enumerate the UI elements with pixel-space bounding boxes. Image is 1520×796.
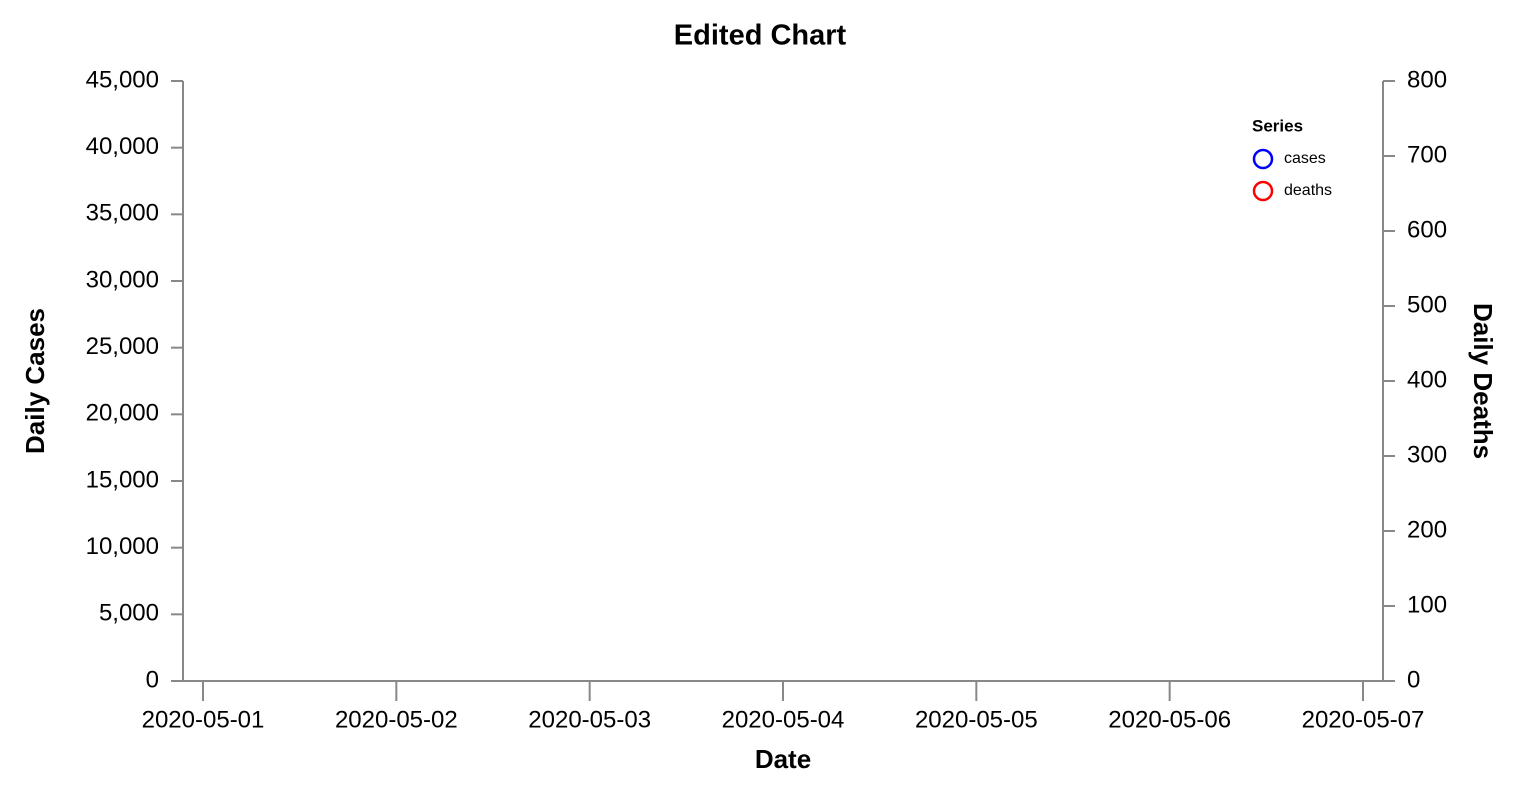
- x-tick-label: 2020-05-02: [335, 706, 458, 733]
- y-tick-label: 25,000: [86, 333, 159, 360]
- x-tick-label: 2020-05-03: [528, 706, 651, 733]
- y2-tick-label: 700: [1407, 141, 1447, 168]
- chart-title: Edited Chart: [674, 20, 847, 52]
- y-tick-label: 5,000: [99, 600, 159, 627]
- y-tick-label: 45,000: [86, 66, 159, 93]
- y2-axis-title: Daily Deaths: [1468, 303, 1498, 459]
- x-tick-label: 2020-05-06: [1108, 706, 1231, 733]
- y2-tick-label: 300: [1407, 441, 1447, 468]
- y2-tick-label: 100: [1407, 591, 1447, 618]
- legend-symbol: [1252, 148, 1274, 170]
- legend-label: cases: [1284, 150, 1326, 167]
- y2-tick-label: 500: [1407, 291, 1447, 318]
- y2-tick-label: 0: [1407, 666, 1420, 693]
- legend-label: deaths: [1284, 182, 1332, 199]
- y-tick-label: 0: [146, 666, 159, 693]
- x-axis-title: Date: [755, 744, 811, 774]
- x-tick-label: 2020-05-05: [915, 706, 1038, 733]
- x-tick-label: 2020-05-04: [722, 706, 845, 733]
- y2-tick-label: 600: [1407, 216, 1447, 243]
- y-tick-label: 35,000: [86, 200, 159, 227]
- x-tick-label: 2020-05-01: [142, 706, 265, 733]
- y-tick-label: 20,000: [86, 400, 159, 427]
- y2-tick-label: 800: [1407, 66, 1447, 93]
- x-tick-label: 2020-05-07: [1302, 706, 1425, 733]
- legend-symbol: [1252, 180, 1274, 202]
- legend-title: Series: [1252, 116, 1303, 135]
- y-axis-title: Daily Cases: [20, 308, 50, 454]
- y2-tick-label: 400: [1407, 366, 1447, 393]
- y-tick-label: 30,000: [86, 266, 159, 293]
- y-tick-label: 10,000: [86, 533, 159, 560]
- y-tick-label: 40,000: [86, 133, 159, 160]
- y2-tick-label: 200: [1407, 516, 1447, 543]
- y-tick-label: 15,000: [86, 466, 159, 493]
